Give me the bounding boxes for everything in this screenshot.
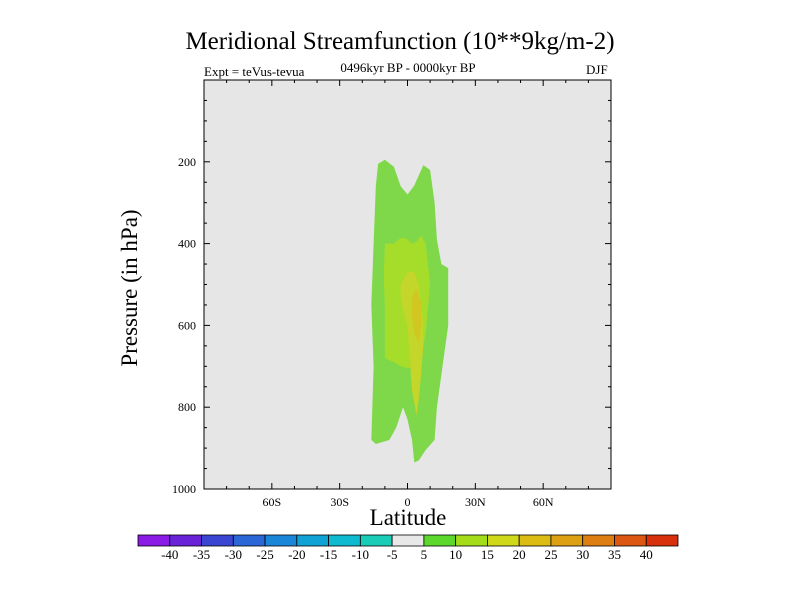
colorbar-box [264, 534, 298, 547]
colorbar-label: -15 [320, 547, 337, 562]
colorbar-box [518, 534, 552, 547]
colorbar-box [550, 534, 584, 547]
colorbar-label: 5 [421, 547, 428, 562]
y-tick-label: 600 [178, 318, 196, 332]
colorbar-box [328, 534, 361, 547]
colorbar-label: 15 [481, 547, 494, 562]
colorbar-label: 25 [544, 547, 557, 562]
colorbar-label: -40 [161, 547, 178, 562]
colorbar-label: -20 [288, 547, 305, 562]
colorbar-label: -35 [193, 547, 210, 562]
colorbar-box [614, 534, 647, 547]
time-range-label: 0496kyr BP - 0000kyr BP [340, 60, 476, 75]
colorbar-box [487, 534, 520, 547]
colorbar-box [296, 534, 329, 547]
season-label: DJF [586, 62, 608, 77]
colorbar-box [232, 534, 266, 547]
colorbar-box [645, 534, 679, 547]
y-tick-label: 200 [178, 155, 196, 169]
colorbar-label: 35 [608, 547, 621, 562]
colorbar-box [391, 534, 425, 547]
colorbar-box [359, 534, 393, 547]
x-tick-label: 60N [533, 495, 554, 509]
colorbar-label: 20 [513, 547, 526, 562]
colorbar-box [423, 534, 457, 547]
colorbar-label: -5 [387, 547, 398, 562]
x-tick-label: 30N [465, 495, 486, 509]
x-tick-label: 30S [330, 495, 349, 509]
y-tick-label: 400 [178, 237, 196, 251]
colorbar: -40 -35 -30 -25 -20 -15 -10 -5 5 10 15 20 25 30 35 40 [137, 534, 679, 562]
experiment-label: Expt = teVus-tevua [204, 64, 305, 79]
y-tick-label: 800 [178, 400, 196, 414]
colorbar-box [582, 534, 615, 547]
axes: 60S 30S 0 30N 60N 200 400 600 800 1000 [172, 79, 612, 509]
colorbar-box [137, 534, 171, 547]
x-tick-label: 60S [262, 495, 281, 509]
colorbar-label: -25 [256, 547, 273, 562]
colorbar-label: -30 [225, 547, 242, 562]
x-axis-label: Latitude [369, 505, 447, 530]
colorbar-box [169, 534, 202, 547]
chart-title: Meridional Streamfunction (10**9kg/m-2) [185, 28, 615, 55]
colorbar-label: 40 [640, 547, 653, 562]
contour-fill-3 [412, 288, 422, 342]
plot-area [204, 80, 611, 489]
colorbar-label: 10 [449, 547, 462, 562]
colorbar-box [201, 534, 234, 547]
y-tick-label: 1000 [172, 482, 196, 496]
colorbar-label: -10 [352, 547, 369, 562]
colorbar-label: 30 [576, 547, 589, 562]
colorbar-box [455, 534, 488, 547]
x-tick-label: 0 [405, 495, 411, 509]
